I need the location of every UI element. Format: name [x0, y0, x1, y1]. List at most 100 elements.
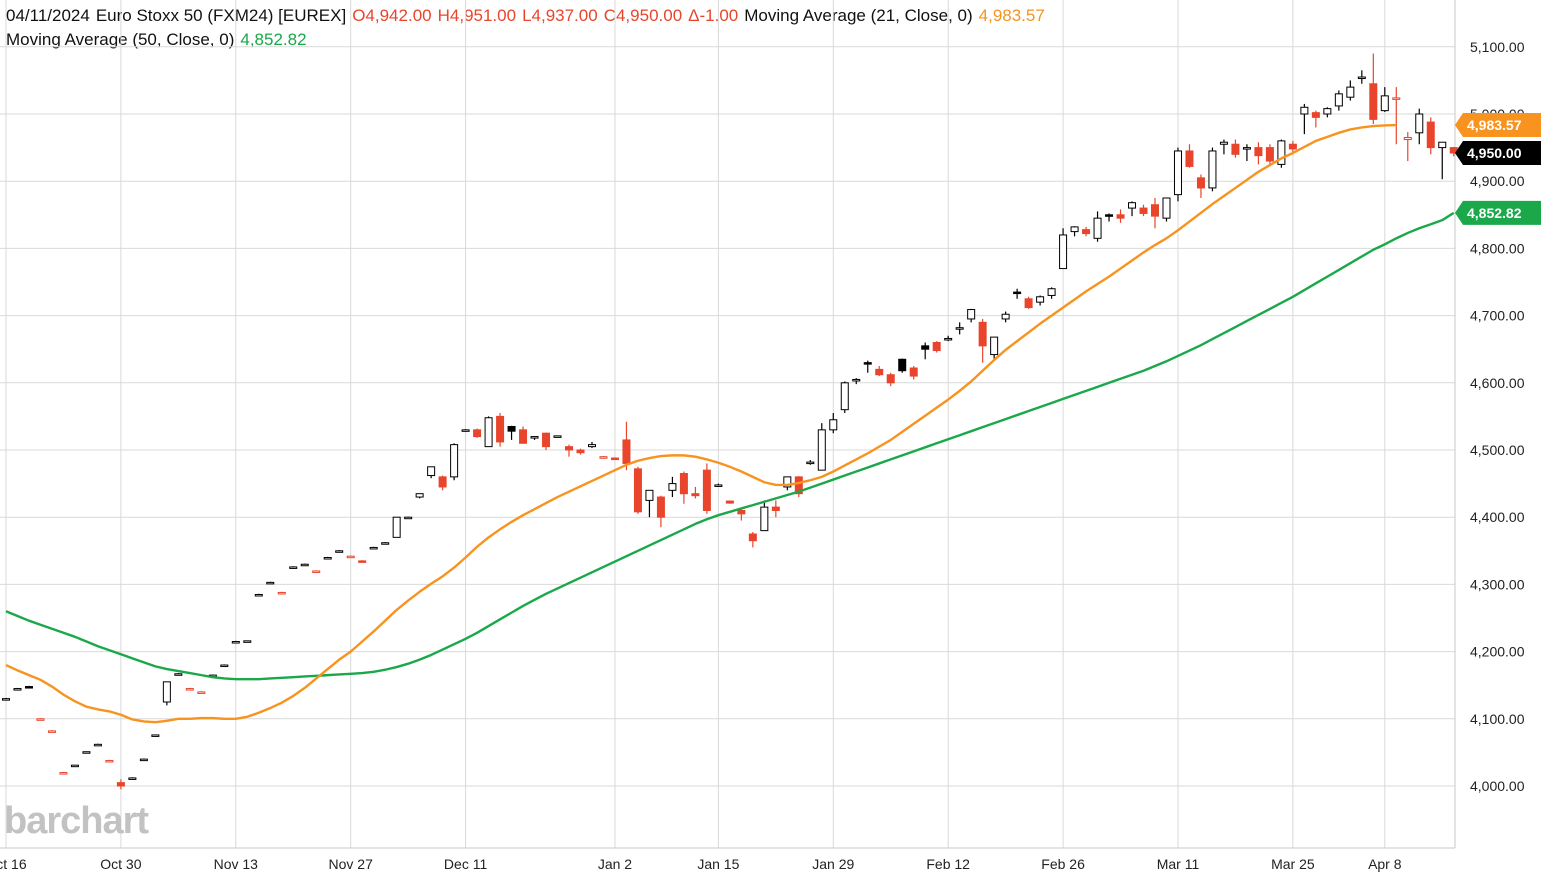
barchart-logo: barchart [4, 800, 149, 842]
x-tick-label: Oct 16 [0, 856, 27, 872]
header-high: H4,951.00 [437, 6, 517, 25]
candle-body [1151, 204, 1159, 217]
candle-body [415, 493, 424, 498]
candle-body [852, 378, 861, 382]
candle [1093, 211, 1102, 242]
candle [679, 471, 688, 504]
candle-body [679, 473, 688, 495]
candle [507, 425, 516, 440]
y-tick-label: 5,100.00 [1470, 39, 1525, 55]
candle [909, 366, 918, 380]
chart-header-line-2: Moving Average (50, Close, 0) 4,852.82 [6, 29, 313, 51]
candle-body [47, 730, 56, 733]
candle [898, 358, 907, 373]
candle-body [542, 432, 551, 448]
candle-body [760, 506, 769, 532]
candle [565, 444, 574, 457]
candle-body [1357, 76, 1366, 80]
candle [1277, 139, 1286, 168]
candle-body [1265, 147, 1274, 162]
candle [1173, 147, 1182, 202]
y-tick-label: 4,700.00 [1470, 308, 1525, 324]
candle-body [427, 466, 436, 477]
ma21-line [5, 123, 1397, 724]
candle-body [1093, 217, 1102, 239]
candle-body [1277, 140, 1286, 165]
candle-body [496, 415, 505, 443]
candle [404, 516, 413, 520]
x-tick-label: Feb 12 [926, 856, 970, 872]
candle [955, 322, 964, 335]
candle [116, 779, 125, 790]
candle-body [875, 368, 884, 376]
candle-body [806, 461, 815, 465]
x-tick-label: Oct 30 [100, 856, 141, 872]
candle [978, 318, 987, 363]
candle [346, 555, 355, 559]
candle-body [1392, 97, 1401, 100]
candle [496, 413, 505, 447]
candle-body [2, 698, 10, 701]
chart-header-line-1: 04/11/2024 Euro Stoxx 50 (FXM24) [EUREX] O… [6, 5, 1051, 27]
candle-body [1116, 214, 1125, 219]
candle [645, 489, 654, 518]
candle-body [59, 772, 68, 775]
candle-body [36, 718, 45, 721]
candle [1036, 295, 1045, 306]
candle-body [944, 337, 953, 341]
last-price-tag-bg [1455, 140, 1541, 165]
candle-body [392, 516, 401, 538]
candle-body [484, 417, 493, 448]
candle [438, 475, 447, 491]
candle-body [1403, 137, 1412, 141]
candle-body [576, 449, 585, 454]
candle [1323, 107, 1332, 118]
candle [128, 777, 137, 780]
candle [1001, 311, 1010, 323]
candle-body [116, 782, 125, 787]
candle [1357, 70, 1366, 84]
candle-body [243, 640, 252, 643]
candle-body [1185, 150, 1194, 167]
candle-body [174, 673, 183, 676]
ma50-value: 4,852.82 [240, 30, 307, 49]
x-tick-label: Nov 27 [329, 856, 374, 872]
candle-body [220, 664, 229, 668]
candle-body [185, 688, 194, 691]
candle [415, 493, 424, 499]
candle [139, 758, 148, 762]
candle-body [128, 777, 137, 780]
candle [691, 486, 700, 499]
candle [633, 466, 642, 514]
header-open: O4,942.00 [352, 6, 432, 25]
candle [1116, 209, 1125, 223]
candle [197, 691, 206, 694]
candle-body [955, 327, 964, 330]
candle [702, 463, 711, 514]
candle [806, 460, 815, 465]
header-date: 04/11/2024 [6, 6, 90, 25]
candle-body [932, 341, 941, 352]
candle-body [369, 546, 378, 550]
candle [725, 500, 734, 504]
candle-body [1173, 150, 1182, 196]
candle [1380, 87, 1389, 112]
candle [1334, 90, 1343, 111]
candle-body [1105, 214, 1114, 217]
candle [932, 341, 941, 353]
candle-body [737, 509, 746, 515]
candle-body [840, 382, 849, 411]
candle [1231, 139, 1240, 158]
candle [36, 718, 45, 721]
candle [748, 531, 757, 548]
y-tick-label: 4,600.00 [1470, 375, 1525, 391]
candle [840, 381, 849, 414]
candle-body [450, 444, 459, 478]
candle [461, 429, 470, 432]
candle-body [1128, 202, 1137, 209]
candle-body [266, 581, 275, 585]
candle-body [725, 500, 734, 504]
candle [794, 476, 803, 498]
candle-body [1254, 147, 1263, 157]
